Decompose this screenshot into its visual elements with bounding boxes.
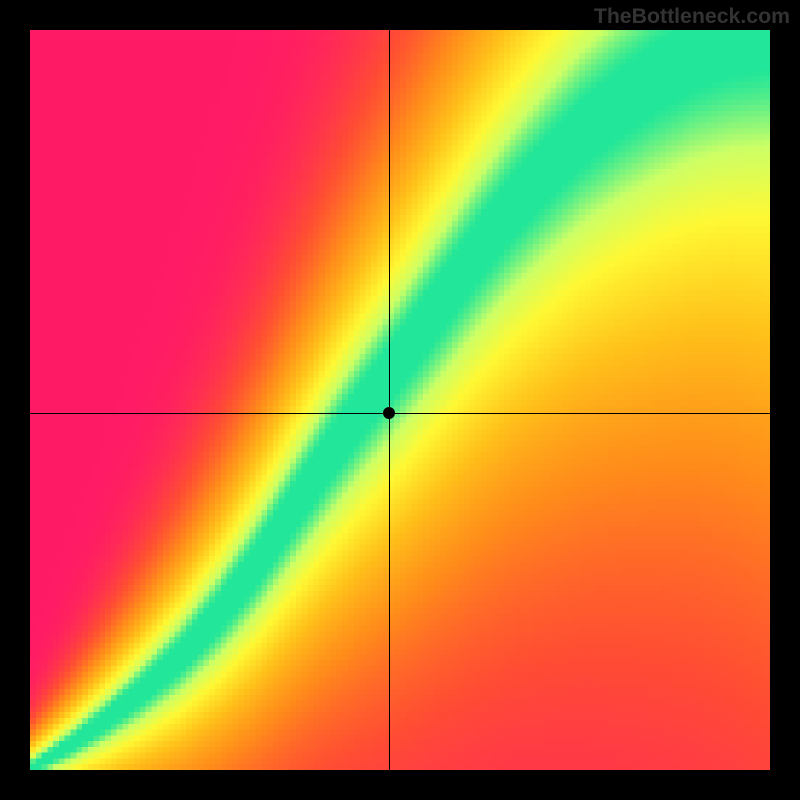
crosshair-marker: [383, 407, 395, 419]
chart-container: TheBottleneck.com: [0, 0, 800, 800]
crosshair-vertical: [389, 30, 390, 770]
heatmap-canvas: [30, 30, 770, 770]
watermark-text: TheBottleneck.com: [594, 4, 790, 29]
crosshair-horizontal: [30, 413, 770, 414]
plot-area: [30, 30, 770, 770]
